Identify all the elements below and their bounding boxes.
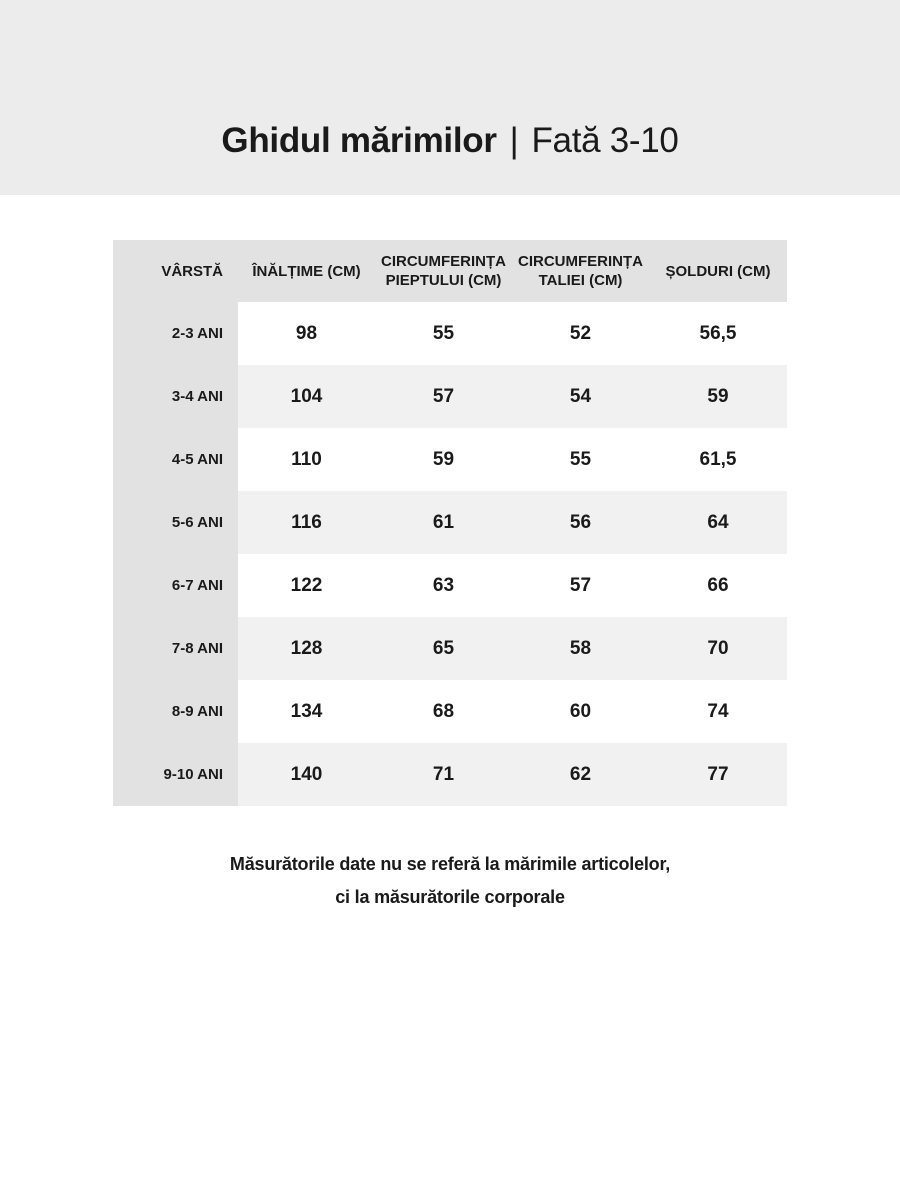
page-title: Ghidul mărimilor | Fată 3-10	[0, 118, 900, 164]
chest-cell: 71	[375, 743, 512, 806]
header-cell-height: ÎNĂLȚIME (CM)	[238, 240, 375, 302]
table-row: 7-8 ANI 128 65 58 70	[113, 617, 787, 680]
height-cell: 98	[238, 302, 375, 365]
height-cell: 116	[238, 491, 375, 554]
table-header-row: VÂRSTĂ ÎNĂLȚIME (CM) CIRCUMFERINȚA PIEPT…	[113, 240, 787, 302]
height-cell: 110	[238, 428, 375, 491]
waist-cell: 55	[512, 428, 649, 491]
chest-cell: 68	[375, 680, 512, 743]
chest-cell: 59	[375, 428, 512, 491]
hips-cell: 56,5	[649, 302, 787, 365]
hips-cell: 59	[649, 365, 787, 428]
size-guide-table: VÂRSTĂ ÎNĂLȚIME (CM) CIRCUMFERINȚA PIEPT…	[113, 240, 787, 806]
waist-cell: 52	[512, 302, 649, 365]
header-cell-waist: CIRCUMFERINȚA TALIEI (CM)	[512, 240, 649, 302]
table-row: 8-9 ANI 134 68 60 74	[113, 680, 787, 743]
header-band: Ghidul mărimilor | Fată 3-10	[0, 0, 900, 195]
waist-cell: 58	[512, 617, 649, 680]
waist-cell: 62	[512, 743, 649, 806]
measurement-disclaimer: Măsurătorile date nu se referă la mărimi…	[0, 848, 900, 914]
age-cell: 7-8 ANI	[113, 617, 238, 680]
disclaimer-line-2: ci la măsurătorile corporale	[335, 887, 565, 907]
table-row: 9-10 ANI 140 71 62 77	[113, 743, 787, 806]
table-row: 5-6 ANI 116 61 56 64	[113, 491, 787, 554]
header-cell-hips: ȘOLDURI (CM)	[649, 240, 787, 302]
page-title-main: Ghidul mărimilor	[221, 121, 497, 160]
hips-cell: 64	[649, 491, 787, 554]
page-title-category: Fată 3-10	[531, 121, 679, 160]
height-cell: 128	[238, 617, 375, 680]
page-title-separator: |	[509, 121, 519, 160]
hips-cell: 74	[649, 680, 787, 743]
age-cell: 8-9 ANI	[113, 680, 238, 743]
table-row: 3-4 ANI 104 57 54 59	[113, 365, 787, 428]
hips-cell: 77	[649, 743, 787, 806]
hips-cell: 70	[649, 617, 787, 680]
height-cell: 122	[238, 554, 375, 617]
height-cell: 140	[238, 743, 375, 806]
chest-cell: 57	[375, 365, 512, 428]
hips-cell: 61,5	[649, 428, 787, 491]
height-cell: 134	[238, 680, 375, 743]
chest-cell: 61	[375, 491, 512, 554]
waist-cell: 54	[512, 365, 649, 428]
waist-cell: 60	[512, 680, 649, 743]
waist-cell: 56	[512, 491, 649, 554]
age-cell: 5-6 ANI	[113, 491, 238, 554]
table-row: 2-3 ANI 98 55 52 56,5	[113, 302, 787, 365]
header-cell-age: VÂRSTĂ	[113, 240, 238, 302]
table-row: 6-7 ANI 122 63 57 66	[113, 554, 787, 617]
chest-cell: 63	[375, 554, 512, 617]
header-cell-chest: CIRCUMFERINȚA PIEPTULUI (CM)	[375, 240, 512, 302]
hips-cell: 66	[649, 554, 787, 617]
age-cell: 3-4 ANI	[113, 365, 238, 428]
disclaimer-line-1: Măsurătorile date nu se referă la mărimi…	[229, 854, 671, 874]
age-cell: 9-10 ANI	[113, 743, 238, 806]
age-cell: 2-3 ANI	[113, 302, 238, 365]
age-cell: 6-7 ANI	[113, 554, 238, 617]
chest-cell: 65	[375, 617, 512, 680]
chest-cell: 55	[375, 302, 512, 365]
age-cell: 4-5 ANI	[113, 428, 238, 491]
table-row: 4-5 ANI 110 59 55 61,5	[113, 428, 787, 491]
height-cell: 104	[238, 365, 375, 428]
waist-cell: 57	[512, 554, 649, 617]
